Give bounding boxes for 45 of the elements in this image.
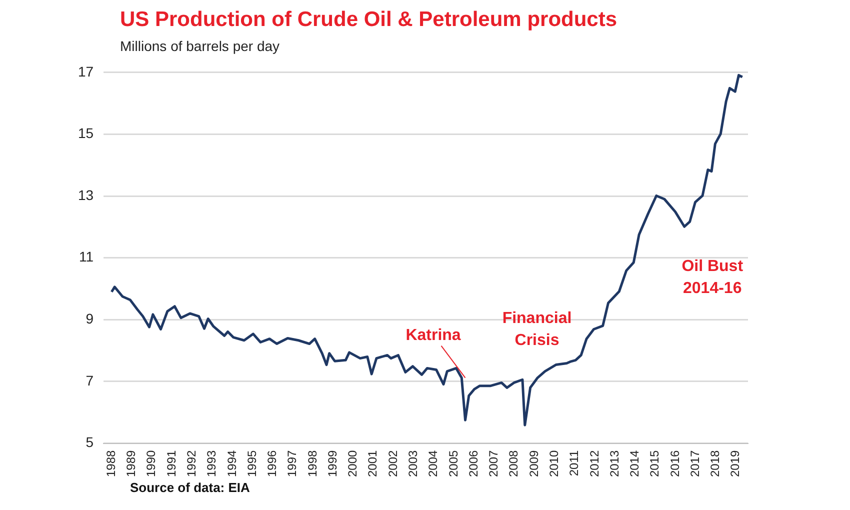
x-tick-label: 2003 — [406, 450, 420, 478]
x-tick-label: 1997 — [285, 450, 300, 478]
x-tick-label: 2014 — [628, 450, 642, 478]
x-tick-label: 2010 — [546, 450, 561, 478]
x-tick-label: 2001 — [366, 450, 380, 478]
y-tick-label: 7 — [86, 372, 94, 388]
x-tick-label: 1989 — [124, 450, 138, 478]
x-tick-label: 2019 — [728, 450, 742, 478]
x-tick-label: 1991 — [164, 450, 178, 478]
y-tick-label: 5 — [86, 434, 94, 450]
x-tick-label: 1992 — [184, 450, 198, 478]
chart-title: US Production of Crude Oil & Petroleum products — [120, 8, 618, 32]
x-tick-label: 1998 — [305, 450, 320, 478]
x-tick-label: 2018 — [708, 450, 722, 478]
x-tick-label: 2013 — [607, 450, 622, 478]
y-tick-label: 17 — [78, 63, 94, 80]
x-tick-label: 2012 — [587, 450, 602, 478]
x-tick-label: 2009 — [526, 450, 541, 478]
x-tick-label: 1999 — [325, 450, 340, 478]
x-tick-label: 2005 — [446, 450, 460, 478]
x-tick-label: 2006 — [466, 450, 480, 478]
x-tick-label: 1988 — [104, 450, 118, 478]
x-tick-label: 2000 — [346, 450, 360, 478]
x-tick-label: 1996 — [265, 450, 280, 478]
x-tick-label: 1994 — [224, 450, 239, 478]
y-tick-label: 11 — [79, 248, 94, 265]
y-tick-label: 9 — [86, 310, 94, 327]
x-tick-label: 1990 — [144, 450, 158, 478]
x-tick-label: 2015 — [648, 450, 662, 478]
y-axis-title: Millions of barrels per day — [120, 38, 280, 54]
x-tick-label: 2016 — [668, 450, 682, 478]
source-note: Source of data: EIA — [130, 480, 250, 495]
x-tick-label: 2017 — [688, 450, 702, 478]
annotation: Financial Crisis — [501, 309, 573, 351]
y-tick-label: 13 — [78, 186, 94, 203]
x-tick-label: 2004 — [426, 450, 440, 478]
x-tick-label: 1995 — [244, 450, 259, 478]
x-tick-label: 2008 — [506, 450, 521, 478]
y-tick-label: 15 — [78, 125, 94, 142]
annotation: Oil Bust 2014-16 — [682, 258, 744, 298]
annotation: Katrina — [406, 327, 461, 344]
x-tick-label: 1993 — [204, 450, 219, 478]
x-tick-label: 2007 — [486, 450, 501, 478]
x-tick-label: 2011 — [567, 450, 582, 476]
x-tick-label: 2002 — [386, 450, 400, 478]
